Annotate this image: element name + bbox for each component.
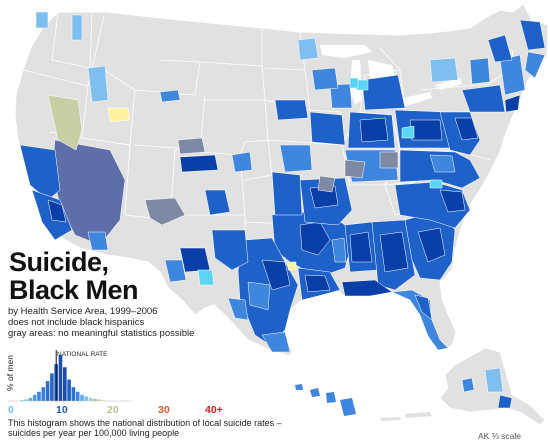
histogram-bar xyxy=(93,398,97,401)
histogram-tick-label: 20 xyxy=(107,404,119,416)
map-title: Suicide, Black Men xyxy=(9,247,139,305)
histogram-bars xyxy=(20,355,106,401)
histogram-bar xyxy=(88,397,93,401)
subtitle-line-2: does not include black hispanics xyxy=(8,317,145,328)
health-service-areas xyxy=(19,11,546,353)
histogram-note-line-2: suicides per year per 100,000 living peo… xyxy=(8,428,180,438)
histogram-bar xyxy=(24,399,28,401)
alaska-scale-label: AK ⅓ scale xyxy=(478,431,521,441)
histogram-bar xyxy=(50,373,54,401)
aleutian-islands xyxy=(380,412,432,421)
histogram-bar xyxy=(41,387,46,401)
alaska xyxy=(439,347,546,426)
histogram-bar xyxy=(71,387,76,401)
histogram-bar xyxy=(32,394,37,401)
histogram-tick-label: 0 xyxy=(8,404,14,416)
histogram-bar xyxy=(63,367,67,401)
histogram-bar xyxy=(97,399,101,401)
title-line-2: Black Men xyxy=(9,275,139,305)
histogram-tick-label: 10 xyxy=(56,404,68,416)
histogram-bar xyxy=(45,381,50,401)
histogram-tick-label: 40+ xyxy=(205,404,223,416)
histogram-bar xyxy=(80,394,84,401)
subtitle-line-1: by Health Service Area, 1999–2006 xyxy=(8,306,158,317)
histogram-bar xyxy=(101,400,106,401)
histogram-chart xyxy=(8,350,132,402)
histogram-bar xyxy=(58,355,63,401)
histogram-bar xyxy=(20,400,24,401)
histogram-bar xyxy=(75,391,80,401)
hawaii xyxy=(295,384,356,416)
subtitle-line-3: gray areas: no meaningful statistics pos… xyxy=(8,328,195,339)
histogram-note-line-1: This histogram shows the national distri… xyxy=(8,418,282,428)
histogram-bar xyxy=(84,396,89,401)
histogram-tick-label: 30 xyxy=(158,404,170,416)
histogram-bar xyxy=(28,397,33,401)
histogram-bar xyxy=(37,391,41,401)
national-rate-label: NATIONAL RATE xyxy=(57,351,108,358)
title-line-1: Suicide, xyxy=(9,247,109,277)
histogram-bar xyxy=(67,379,71,401)
